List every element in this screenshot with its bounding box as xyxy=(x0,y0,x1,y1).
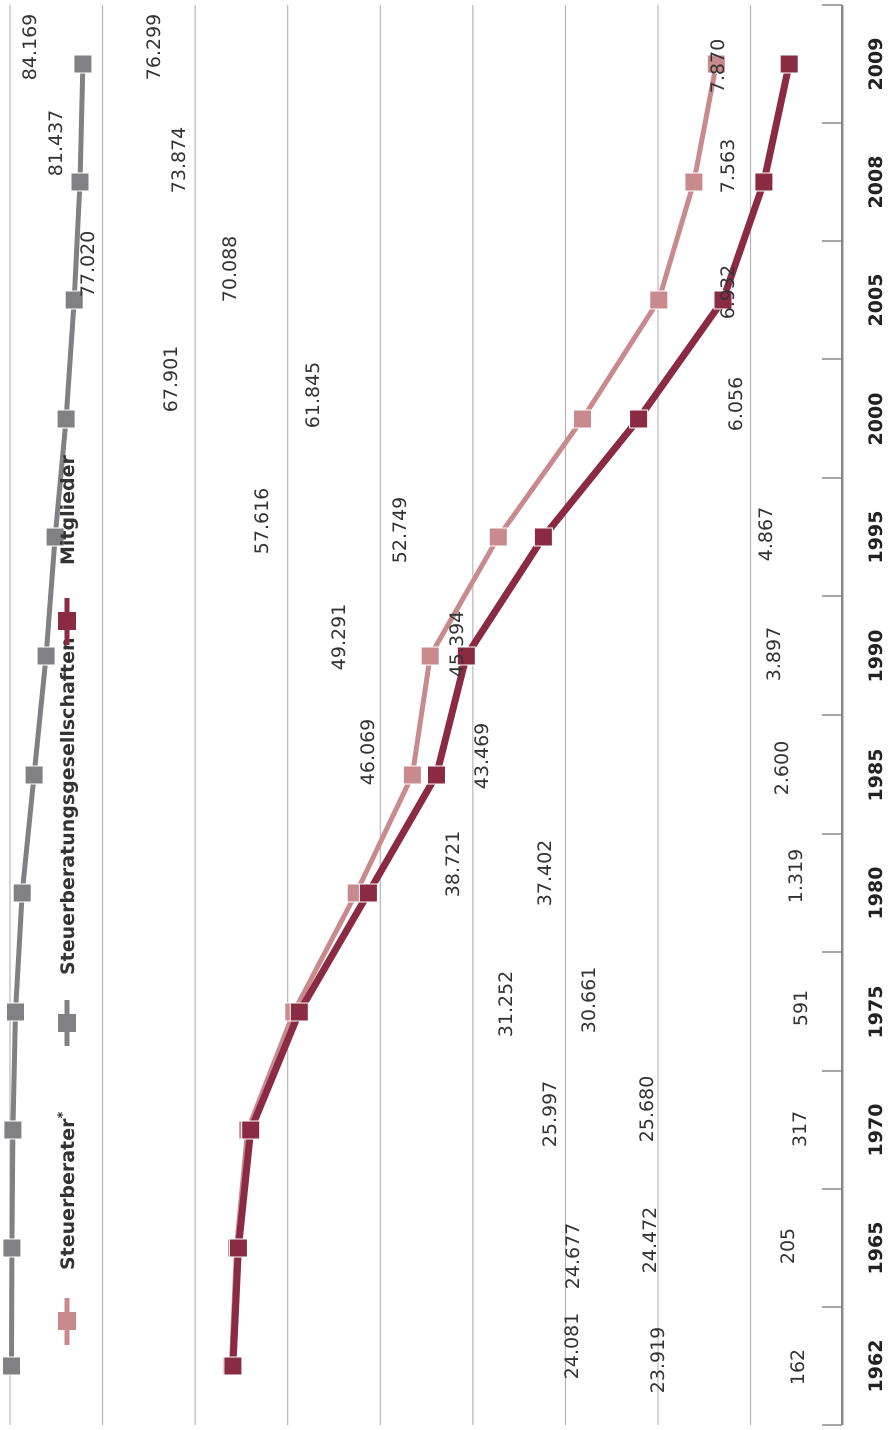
marker-gesellschaften-1975 xyxy=(6,1002,25,1022)
tick-label-year: 1965 xyxy=(865,1222,887,1275)
marker-gesellschaften-2000 xyxy=(56,409,76,429)
data-label-gesellschaften: 7.563 xyxy=(717,139,739,193)
data-label-steuerberater: 45.394 xyxy=(446,611,468,677)
data-label-gesellschaften: 591 xyxy=(790,990,812,1026)
category-axis: 1962 1965 1970 1975 1980 1985 1990 1995 2000 2005… xyxy=(822,4,887,1426)
legend-swatch-mitglieder-marker xyxy=(58,612,76,630)
data-label-steuerberater: 24.472 xyxy=(639,1207,661,1273)
marker-gesellschaften-1962 xyxy=(2,1356,21,1376)
series-markers xyxy=(2,54,799,1376)
tick-label-year: 1990 xyxy=(865,630,887,683)
tick-label-year: 2009 xyxy=(865,38,887,91)
data-label-gesellschaften: 3.897 xyxy=(763,627,785,681)
data-label-mitglieder: 67.901 xyxy=(160,346,182,412)
legend: Steuerberater* Steuerberatungsgesellscha… xyxy=(56,454,79,1345)
series-lines xyxy=(9,60,793,1370)
tick-label-year: 1980 xyxy=(865,867,887,920)
data-label-gesellschaften: 7.870 xyxy=(707,39,729,93)
legend-swatch-steuerberater-marker xyxy=(58,1312,76,1330)
data-label-mitglieder: 25.997 xyxy=(539,1081,561,1147)
data-label-steuerberater: 52.749 xyxy=(389,497,411,563)
marker-gesellschaften-1990 xyxy=(36,646,56,666)
marker-steuerberater-1985 xyxy=(402,765,422,785)
tick-label-year: 2005 xyxy=(865,274,887,327)
legend-item-gesellschaften: Steuerberatungsgesellschaften xyxy=(57,637,79,1046)
data-label-mitglieder: 81.437 xyxy=(45,110,67,176)
marker-mitglieder-1980 xyxy=(358,883,378,903)
marker-mitglieder-1975 xyxy=(289,1002,309,1022)
legend-label-mitglieder: Mitglieder xyxy=(57,454,79,565)
tick-label-year: 1970 xyxy=(865,1104,887,1157)
tick-label-year: 1975 xyxy=(865,986,887,1039)
data-label-mitglieder: 57.616 xyxy=(251,488,273,554)
tick-label-year: 1962 xyxy=(865,1340,887,1393)
marker-mitglieder-1965 xyxy=(228,1238,248,1258)
marker-steuerberater-2000 xyxy=(573,409,592,429)
data-label-steuerberater: 30.661 xyxy=(578,967,600,1033)
data-label-gesellschaften: 2.600 xyxy=(771,741,793,795)
data-label-steuerberater: 73.874 xyxy=(168,127,190,193)
marker-gesellschaften-2005 xyxy=(64,290,84,310)
data-label-mitglieder: 77.020 xyxy=(77,231,99,297)
legend-item-mitglieder: Mitglieder xyxy=(57,454,79,645)
marker-mitglieder-1985 xyxy=(427,765,446,785)
series-line-steuerberater xyxy=(228,61,719,1369)
data-label-mitglieder: 84.169 xyxy=(19,14,41,80)
marker-steuerberater-2005 xyxy=(649,290,669,310)
marker-steuerberater-1995 xyxy=(488,527,508,547)
marker-mitglieder-2000 xyxy=(629,409,649,429)
data-label-steuerberater: 37.402 xyxy=(534,840,556,906)
marker-mitglieder-2008 xyxy=(754,172,774,192)
data-label-steuerberater: 25.680 xyxy=(636,1076,658,1142)
legend-item-steuerberater: Steuerberater* xyxy=(56,1112,79,1345)
marker-mitglieder-2009 xyxy=(779,54,799,74)
data-label-steuerberater: 23.919 xyxy=(647,1327,669,1393)
marker-steuerberater-2009 xyxy=(706,54,726,74)
marker-gesellschaften-1970 xyxy=(3,1120,23,1140)
data-label-gesellschaften: 317 xyxy=(789,1111,811,1147)
marker-mitglieder-1962 xyxy=(223,1356,243,1376)
data-label-gesellschaften: 162 xyxy=(787,1349,809,1385)
marker-gesellschaften-1965 xyxy=(2,1238,22,1258)
marker-gesellschaften-1985 xyxy=(24,765,44,785)
data-label-mitglieder: 38.721 xyxy=(442,831,464,897)
grid-lines xyxy=(9,5,844,1425)
data-label-gesellschaften: 4.867 xyxy=(755,507,777,561)
tick-label-year: 1985 xyxy=(865,749,887,802)
data-labels: 23.919 24.472 25.680 30.661 37.402 43.469 45.3… xyxy=(19,14,812,1393)
data-label-gesellschaften: 6.932 xyxy=(717,265,739,319)
marker-steuerberater-2008 xyxy=(684,172,704,192)
data-label-mitglieder: 24.677 xyxy=(562,1223,584,1289)
data-label-steuerberater: 76.299 xyxy=(143,14,165,80)
data-label-gesellschaften: 205 xyxy=(777,1228,799,1264)
series-line-gesellschaften xyxy=(9,61,86,1369)
marker-mitglieder-1995 xyxy=(533,527,553,547)
marker-mitglieder-2005 xyxy=(713,290,733,310)
tick-label-year: 2000 xyxy=(865,393,887,446)
tick-label-year: 1995 xyxy=(865,511,887,564)
marker-mitglieder-1990 xyxy=(456,646,476,666)
data-label-mitglieder: 49.291 xyxy=(328,604,350,670)
legend-swatch-gesellschaften-marker xyxy=(58,1014,76,1032)
legend-label-gesellschaften: Steuerberatungsgesellschaften xyxy=(57,637,79,975)
data-label-steuerberater: 61.845 xyxy=(302,362,324,428)
data-label-mitglieder: 31.252 xyxy=(495,971,517,1037)
marker-gesellschaften-1980 xyxy=(12,883,32,903)
data-label-gesellschaften: 6.056 xyxy=(725,377,747,431)
legend-label-steuerberater: Steuerberater* xyxy=(56,1112,79,1270)
data-label-steuerberater: 43.469 xyxy=(471,723,493,789)
marker-gesellschaften-2008 xyxy=(70,172,90,192)
marker-steuerberater-1990 xyxy=(420,646,440,666)
marker-gesellschaften-1995 xyxy=(45,527,65,547)
series-line-mitglieder xyxy=(229,60,793,1370)
data-label-gesellschaften: 1.319 xyxy=(785,849,807,903)
data-label-mitglieder: 24.081 xyxy=(561,1313,583,1379)
marker-mitglieder-1970 xyxy=(241,1120,261,1140)
marker-gesellschaften-2009 xyxy=(73,54,93,74)
data-label-mitglieder: 46.069 xyxy=(357,719,379,785)
data-label-steuerberater: 70.088 xyxy=(219,236,241,302)
tick-label-year: 2008 xyxy=(865,156,887,209)
